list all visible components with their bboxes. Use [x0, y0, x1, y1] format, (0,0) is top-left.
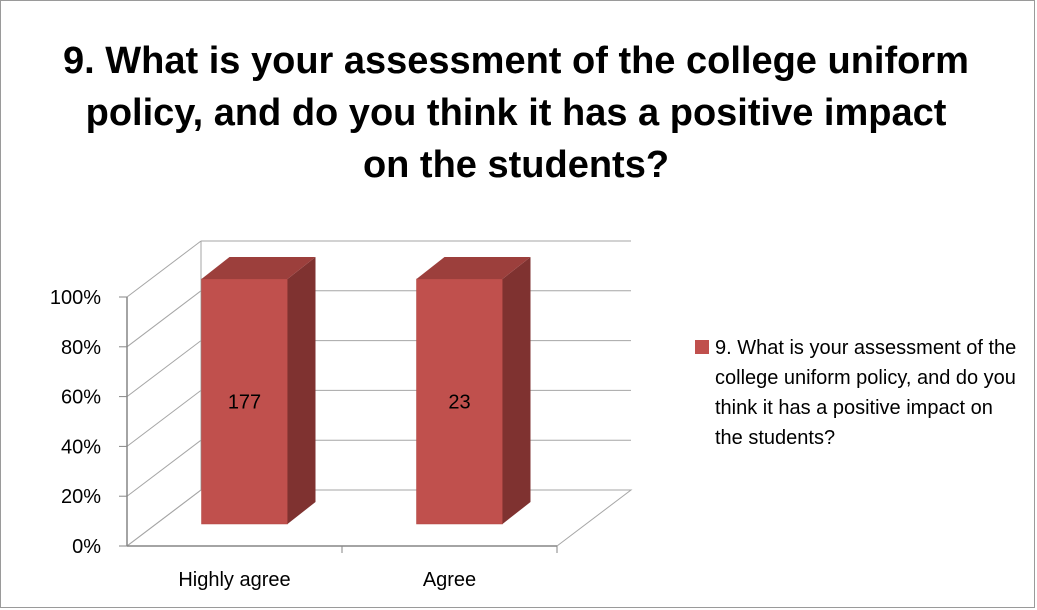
- data-label: 23: [448, 392, 470, 414]
- gridline-side: [126, 290, 202, 348]
- bar-top: [201, 257, 316, 279]
- y-tick-label: 0%: [72, 536, 101, 558]
- legend-entry: 9. What is your assessment of the colleg…: [695, 333, 1025, 453]
- x-tick-labels: Highly agree Agree: [178, 569, 476, 591]
- y-tick-label: 20%: [61, 486, 101, 508]
- y-tick-label: 80%: [61, 337, 101, 359]
- bar-front: [201, 278, 288, 525]
- bar-front: [416, 278, 503, 525]
- gridline-side: [126, 240, 202, 298]
- data-label: 177: [228, 392, 261, 414]
- data-labels: 177 23: [228, 392, 471, 414]
- bar-side: [287, 257, 316, 524]
- gridline-side: [126, 489, 202, 547]
- bar-2: [416, 257, 531, 525]
- legend: 9. What is your assessment of the colleg…: [695, 333, 1025, 453]
- legend-swatch: [695, 340, 709, 354]
- gridline-side: [126, 390, 202, 447]
- y-tick-label: 100%: [50, 287, 101, 309]
- gridline-side: [126, 439, 202, 497]
- axes: [119, 296, 558, 553]
- bars: [201, 257, 531, 525]
- bar-1: [201, 257, 316, 525]
- gridline-side: [126, 340, 202, 397]
- x-tick-label: Highly agree: [178, 569, 290, 591]
- bar-side: [502, 257, 531, 524]
- bar-top: [416, 257, 531, 279]
- y-tick-label: 60%: [61, 387, 101, 409]
- legend-label: 9. What is your assessment of the colleg…: [715, 337, 1017, 449]
- x-tick-label: Agree: [423, 569, 476, 591]
- chart-title: 9. What is your assessment of the colleg…: [63, 40, 969, 186]
- y-tick-label: 40%: [61, 436, 101, 458]
- y-tick-labels: 0% 20% 40% 60% 80% 100%: [50, 287, 101, 558]
